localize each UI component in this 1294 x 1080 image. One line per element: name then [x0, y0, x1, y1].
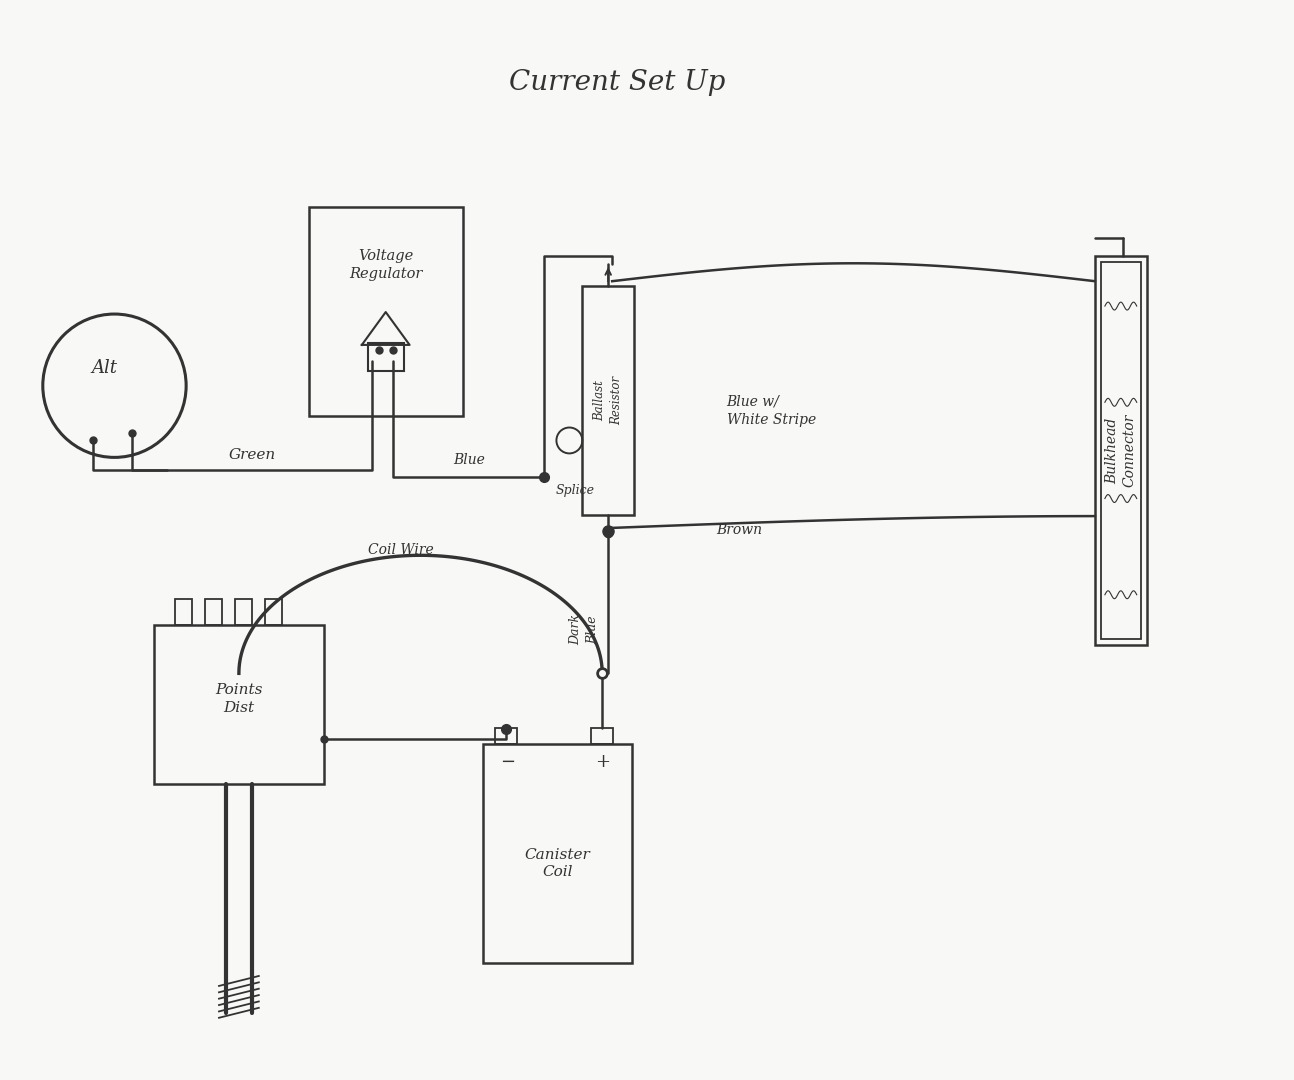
- Text: Blue w/
White Stripe: Blue w/ White Stripe: [727, 394, 817, 427]
- Text: Voltage
Regulator: Voltage Regulator: [349, 249, 422, 281]
- Bar: [265, 598, 282, 624]
- Text: Alt: Alt: [92, 359, 118, 377]
- Text: −: −: [499, 753, 515, 771]
- Text: Points
Dist: Points Dist: [215, 684, 263, 715]
- Bar: [204, 598, 223, 624]
- Text: Green: Green: [229, 448, 276, 462]
- Bar: [175, 598, 192, 624]
- Text: Splice: Splice: [555, 484, 594, 497]
- Text: Current Set Up: Current Set Up: [509, 69, 726, 96]
- Text: Bulkhead
Connector: Bulkhead Connector: [1105, 414, 1136, 487]
- Bar: [494, 728, 516, 744]
- Text: Canister
Coil: Canister Coil: [524, 848, 590, 879]
- Bar: [236, 598, 252, 624]
- Bar: [591, 728, 613, 744]
- Text: Dark
Blue: Dark Blue: [569, 615, 599, 645]
- Text: Blue: Blue: [453, 454, 485, 468]
- Bar: [367, 343, 404, 370]
- Text: Brown: Brown: [717, 523, 762, 537]
- Text: Coil Wire: Coil Wire: [369, 543, 433, 557]
- Text: +: +: [595, 753, 609, 771]
- Text: Ballast
Resistor: Ballast Resistor: [594, 376, 622, 426]
